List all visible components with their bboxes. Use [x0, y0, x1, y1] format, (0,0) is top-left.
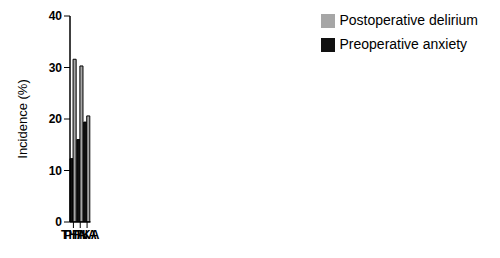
svg-text:TKA: TKA [75, 228, 100, 242]
svg-text:20: 20 [49, 112, 63, 126]
svg-text:10: 10 [49, 164, 63, 178]
svg-text:30: 30 [49, 61, 63, 75]
svg-text:Incidence (%): Incidence (%) [15, 79, 30, 158]
html-text:Preoperative anxiety: Preoperative anxiety [339, 36, 468, 52]
svg-text:0: 0 [55, 215, 62, 229]
svg-text:40: 40 [49, 9, 63, 23]
html-text:Postoperative delirium: Postoperative delirium [339, 12, 478, 28]
